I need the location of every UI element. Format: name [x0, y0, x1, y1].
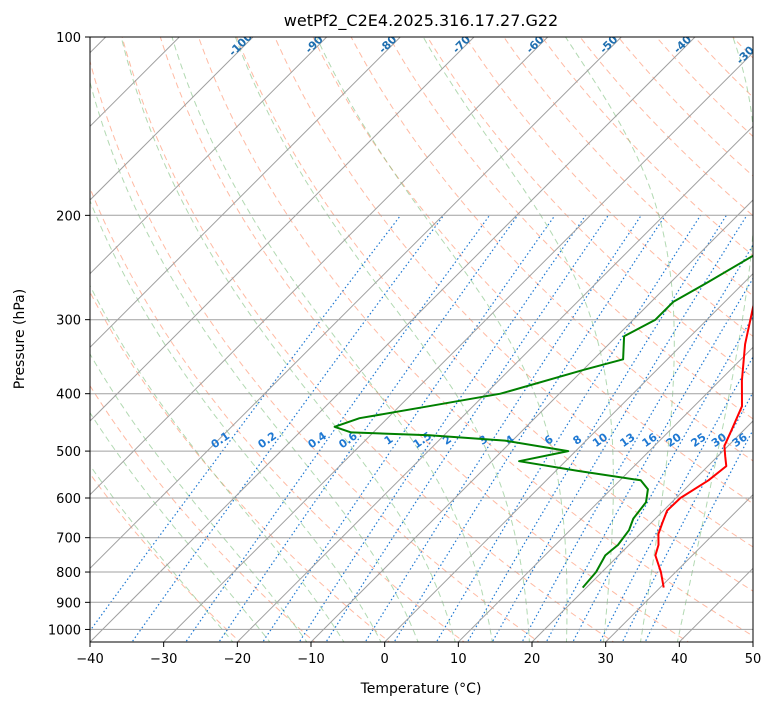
dry-adiabat-line [312, 37, 753, 505]
isotherm-line [90, 37, 622, 570]
mixing-ratio-line [521, 244, 753, 642]
isotherm-line [236, 125, 753, 642]
dewpoint-profile [333, 254, 753, 589]
dry-adiabat-line [388, 37, 753, 420]
mixing-ratio-line [572, 315, 753, 642]
dry-adiabat-line [274, 37, 753, 548]
moist-adiabat-line [90, 353, 308, 642]
mixing-ratio-line [466, 214, 727, 642]
isotherm-line [384, 272, 753, 642]
x-tick-label: 50 [745, 652, 762, 667]
dry-adiabat-line [655, 37, 753, 138]
isotherm-line [90, 37, 254, 201]
y-tick-label: 100 [56, 31, 81, 46]
profiles [333, 254, 753, 589]
dry-adiabat-line [159, 37, 690, 642]
mixing-ratio-line [90, 214, 402, 632]
isotherm-line [531, 420, 753, 642]
y-tick-label: 300 [56, 314, 81, 329]
x-tick-label: 40 [671, 652, 688, 667]
dry-adiabat-line [121, 37, 615, 642]
isotherm-line [90, 37, 475, 422]
moist-adiabat-line [90, 199, 382, 642]
x-tick-label: −40 [76, 652, 103, 667]
isotherm-line [90, 37, 328, 275]
x-tick-label: −20 [224, 652, 251, 667]
mixing-ratio-line [325, 214, 609, 642]
dry-adiabat-line [90, 472, 241, 642]
dry-adiabat-line [464, 37, 753, 337]
x-axis-label: Temperature (°C) [360, 681, 482, 697]
mixing-ratio-line [599, 355, 753, 642]
y-tick-label: 500 [56, 445, 81, 460]
y-tick-label: 1000 [48, 623, 81, 638]
x-tick-label: 30 [597, 652, 614, 667]
plot-frame [89, 36, 754, 643]
isotherm-line [163, 51, 753, 642]
dry-adiabat-line [541, 37, 753, 257]
moist-adiabat-line [90, 464, 234, 642]
chart-title: wetPf2_C2E4.2025.316.17.27.G22 [284, 11, 558, 31]
x-tick-label: 10 [450, 652, 467, 667]
moist-adiabat-line [90, 411, 271, 642]
dry-adiabat-line [503, 37, 753, 297]
mixing-ratio-line [393, 214, 666, 642]
y-tick-label: 900 [56, 596, 81, 611]
mixing-ratio-line [298, 214, 587, 642]
temperature-profile [654, 302, 753, 588]
isotherm-line [90, 37, 549, 496]
isotherm-line [605, 493, 753, 642]
y-tick-label: 200 [56, 209, 81, 224]
isotherm-line [90, 37, 401, 349]
mixing-ratio-line [262, 214, 556, 642]
x-tick-label: −30 [150, 652, 177, 667]
dry-adiabat-line [90, 291, 391, 642]
mixing-ratio-line [131, 214, 445, 642]
x-tick-label: 20 [524, 652, 541, 667]
y-tick-label: 700 [56, 532, 81, 547]
y-axis-label: Pressure (hPa) [12, 289, 28, 389]
dry-adiabat-line [90, 186, 465, 642]
x-tick-label: 0 [381, 652, 389, 667]
mixing-ratio-line [218, 214, 519, 642]
background-lines [90, 37, 753, 642]
y-tick-label: 600 [56, 492, 81, 507]
dry-adiabat-line [236, 37, 753, 592]
axes: −40 −30 −20 −10 0 10 20 30 40 50 100 200 300 400 500 60… [48, 31, 761, 667]
isotherm-line [310, 199, 753, 642]
isotherm-line [457, 346, 753, 642]
y-tick-label: 400 [56, 388, 81, 403]
x-tick-label: −10 [297, 652, 324, 667]
mixing-ratio-line [545, 277, 753, 642]
dry-adiabat-line [90, 59, 540, 642]
y-tick-label: 800 [56, 566, 81, 581]
isotherm-line [90, 37, 696, 642]
